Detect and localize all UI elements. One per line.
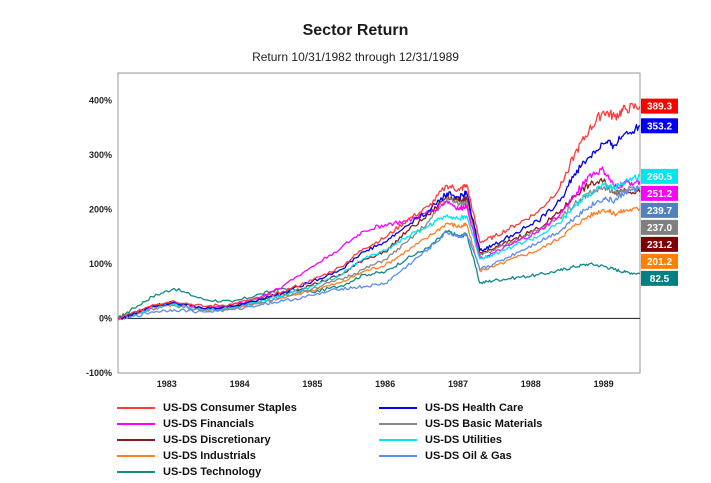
y-tick-label: 200%	[89, 204, 112, 214]
legend-label: US-DS Utilities	[425, 434, 503, 446]
legend-label: US-DS Technology	[163, 466, 262, 478]
end-label-text: 251.2	[647, 189, 672, 200]
end-label-text: 239.7	[647, 206, 672, 217]
legend-label: US-DS Discretionary	[163, 434, 271, 446]
y-tick-label: 400%	[89, 95, 112, 105]
end-label: 201.2	[641, 253, 678, 269]
y-tick-label: 100%	[89, 259, 112, 269]
chart-subtitle: Return 10/31/1982 through 12/31/1989	[252, 50, 459, 64]
series-line	[117, 229, 641, 319]
end-label: 251.2	[641, 185, 678, 201]
end-labels: 389.3 353.2 260.5 251.2 239.7 237.0 231.2 201.2…	[641, 98, 678, 286]
end-label-box	[641, 202, 678, 218]
legend-item: US-DS Consumer Staples	[117, 400, 297, 416]
series-line	[117, 185, 641, 321]
y-tick-label: 300%	[89, 150, 112, 160]
chart-plot: -100% 0% 100% 200% 300% 400% 1983 1984 1985 1986 1…	[86, 72, 678, 389]
legend-swatch	[379, 455, 417, 457]
end-label: 231.2	[641, 236, 678, 252]
legend-item: US-DS Discretionary	[117, 432, 271, 448]
chart-title: Sector Return	[302, 22, 409, 39]
series-line	[117, 173, 641, 320]
end-label: 260.5	[641, 168, 678, 184]
legend-label: US-DS Basic Materials	[425, 418, 543, 430]
end-label: 239.7	[641, 202, 678, 218]
legend-swatch	[117, 423, 155, 425]
end-label-text: 353.2	[647, 121, 672, 132]
end-label: 353.2	[641, 118, 678, 134]
end-label-text: 201.2	[647, 257, 672, 268]
end-label: 237.0	[641, 219, 678, 235]
legend-swatch	[117, 455, 155, 457]
legend-swatch	[379, 423, 417, 425]
plot-frame	[117, 72, 641, 374]
legend-label: US-DS Industrials	[163, 450, 256, 462]
end-label-box	[641, 253, 678, 269]
end-label-box	[641, 98, 678, 114]
end-label-box	[641, 236, 678, 252]
y-tick-label: -100%	[86, 368, 112, 378]
legend-item: US-DS Industrials	[117, 448, 256, 464]
x-tick-label: 1986	[375, 379, 395, 389]
legend-label: US-DS Oil & Gas	[425, 450, 512, 462]
legend-item: US-DS Utilities	[379, 432, 502, 448]
end-label-box	[641, 219, 678, 235]
legend-swatch	[379, 407, 417, 409]
end-label-text: 260.5	[647, 172, 672, 183]
end-label-box	[641, 185, 678, 201]
legend-item: US-DS Technology	[117, 464, 261, 480]
y-tick-label: 0%	[99, 313, 112, 323]
end-label-text: 82.5	[650, 274, 670, 285]
x-tick-label: 1983	[157, 379, 177, 389]
legend-swatch	[117, 407, 155, 409]
end-label-box	[641, 270, 678, 286]
legend-item: US-DS Health Care	[379, 400, 523, 416]
legend-item: US-DS Oil & Gas	[379, 448, 512, 464]
legend-item: US-DS Basic Materials	[379, 416, 542, 432]
axes	[117, 72, 641, 374]
end-label-text: 237.0	[647, 223, 672, 234]
end-label-box	[641, 118, 678, 134]
legend-swatch	[117, 439, 155, 441]
legend-swatch	[117, 471, 155, 473]
series-lines	[117, 102, 641, 321]
legend-label: US-DS Health Care	[425, 402, 524, 414]
legend-item: US-DS Financials	[117, 416, 254, 432]
end-label-text: 389.3	[647, 102, 672, 113]
x-tick-label: 1989	[594, 379, 614, 389]
x-tick-label: 1988	[521, 379, 541, 389]
legend-label: US-DS Financials	[163, 418, 255, 430]
x-tick-label: 1987	[448, 379, 468, 389]
tick-labels: -100% 0% 100% 200% 300% 400% 1983 1984 1985 1986 1…	[86, 95, 614, 389]
series-line	[117, 102, 641, 320]
series-line	[117, 123, 641, 320]
x-tick-label: 1984	[230, 379, 250, 389]
end-label: 389.3	[641, 98, 678, 114]
end-label-text: 231.2	[647, 240, 672, 251]
legend-swatch	[379, 439, 417, 441]
end-label-box	[641, 168, 678, 184]
legend-label: US-DS Consumer Staples	[163, 402, 297, 414]
end-label: 82.5	[641, 270, 678, 286]
x-tick-label: 1985	[302, 379, 322, 389]
